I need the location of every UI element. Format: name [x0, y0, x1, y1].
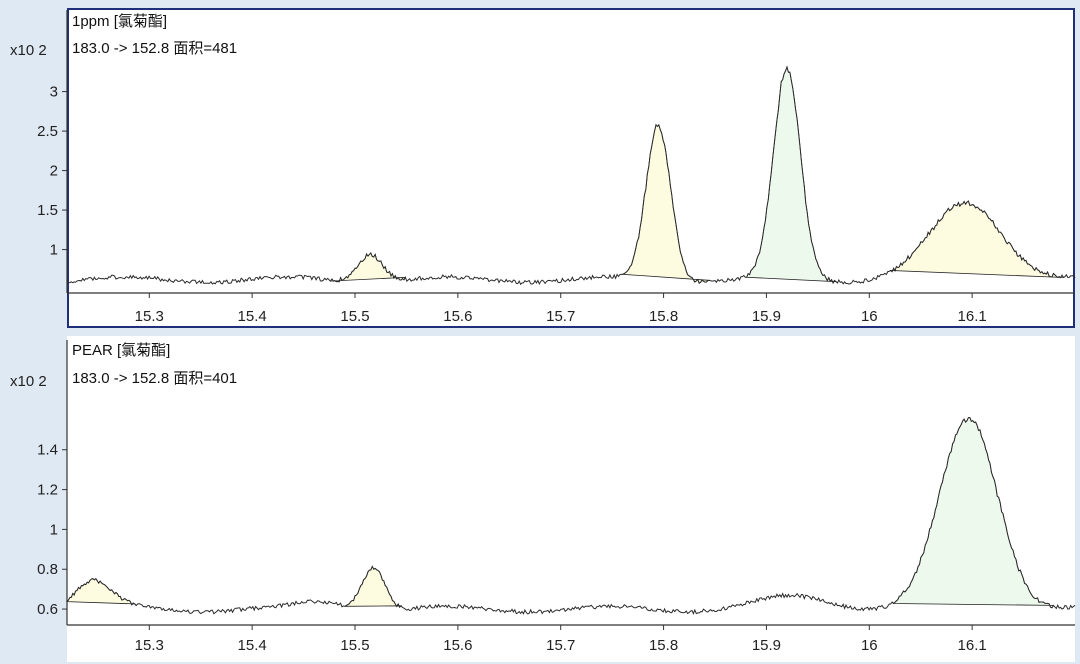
x-tick-label: 15.4: [238, 637, 267, 654]
chart-title: PEAR [氯菊酯]: [72, 342, 170, 359]
x-tick-label: 15.8: [649, 637, 678, 654]
peak-area: [621, 123, 710, 284]
chart-subtitle: 183.0 -> 152.8 面积=401: [72, 370, 237, 387]
x-tick-label: 15.5: [340, 308, 369, 325]
x-tick-label: 15.9: [752, 637, 781, 654]
y-tick-label: 1.5: [37, 202, 58, 219]
x-tick-label: 15.9: [752, 308, 781, 325]
signal-trace: [66, 417, 1076, 616]
x-tick-label: 15.7: [546, 637, 575, 654]
x-tick-label: 15.7: [546, 308, 575, 325]
peak-area: [892, 417, 1055, 609]
x-tick-label: 15.4: [238, 308, 267, 325]
signal-trace: [66, 65, 1076, 286]
y-tick-label: 0.8: [37, 561, 58, 578]
x-tick-label: 16: [861, 637, 878, 654]
y-tick-label: 1.4: [37, 442, 58, 459]
y-tick-label: 0.6: [37, 601, 58, 618]
y-tick-label: 1: [50, 521, 58, 538]
chart-title: 1ppm [氯菊酯]: [72, 13, 167, 30]
x-tick-label: 15.5: [340, 637, 369, 654]
y-tick-label: 3: [50, 84, 58, 101]
y-multiplier-label: x10 2: [10, 42, 47, 59]
x-tick-label: 15.3: [135, 308, 164, 325]
y-tick-label: 1.2: [37, 482, 58, 499]
x-tick-label: 15.6: [443, 308, 472, 325]
chart-subtitle: 183.0 -> 152.8 面积=481: [72, 40, 237, 57]
x-tick-label: 16.1: [958, 308, 987, 325]
y-multiplier-label: x10 2: [10, 373, 47, 390]
x-tick-label: 15.3: [135, 637, 164, 654]
peak-area: [889, 200, 1065, 279]
x-tick-label: 15.6: [443, 637, 472, 654]
x-tick-label: 15.8: [649, 308, 678, 325]
y-tick-label: 1: [50, 242, 58, 259]
panel-1ppm: 1ppm [氯菊酯] 183.0 -> 152.8 面积=481 x10 2 1…: [10, 10, 1076, 325]
y-tick-label: 2.5: [37, 123, 58, 140]
x-tick-label: 16: [861, 308, 878, 325]
x-tick-label: 16.1: [958, 637, 987, 654]
chart-panel-pear: [67, 336, 1075, 662]
panel-pear: PEAR [氯菊酯] 183.0 -> 152.8 面积=401 x10 2 0…: [10, 340, 1076, 654]
y-tick-label: 2: [50, 163, 58, 180]
chart-panel-1ppm: [67, 8, 1075, 328]
